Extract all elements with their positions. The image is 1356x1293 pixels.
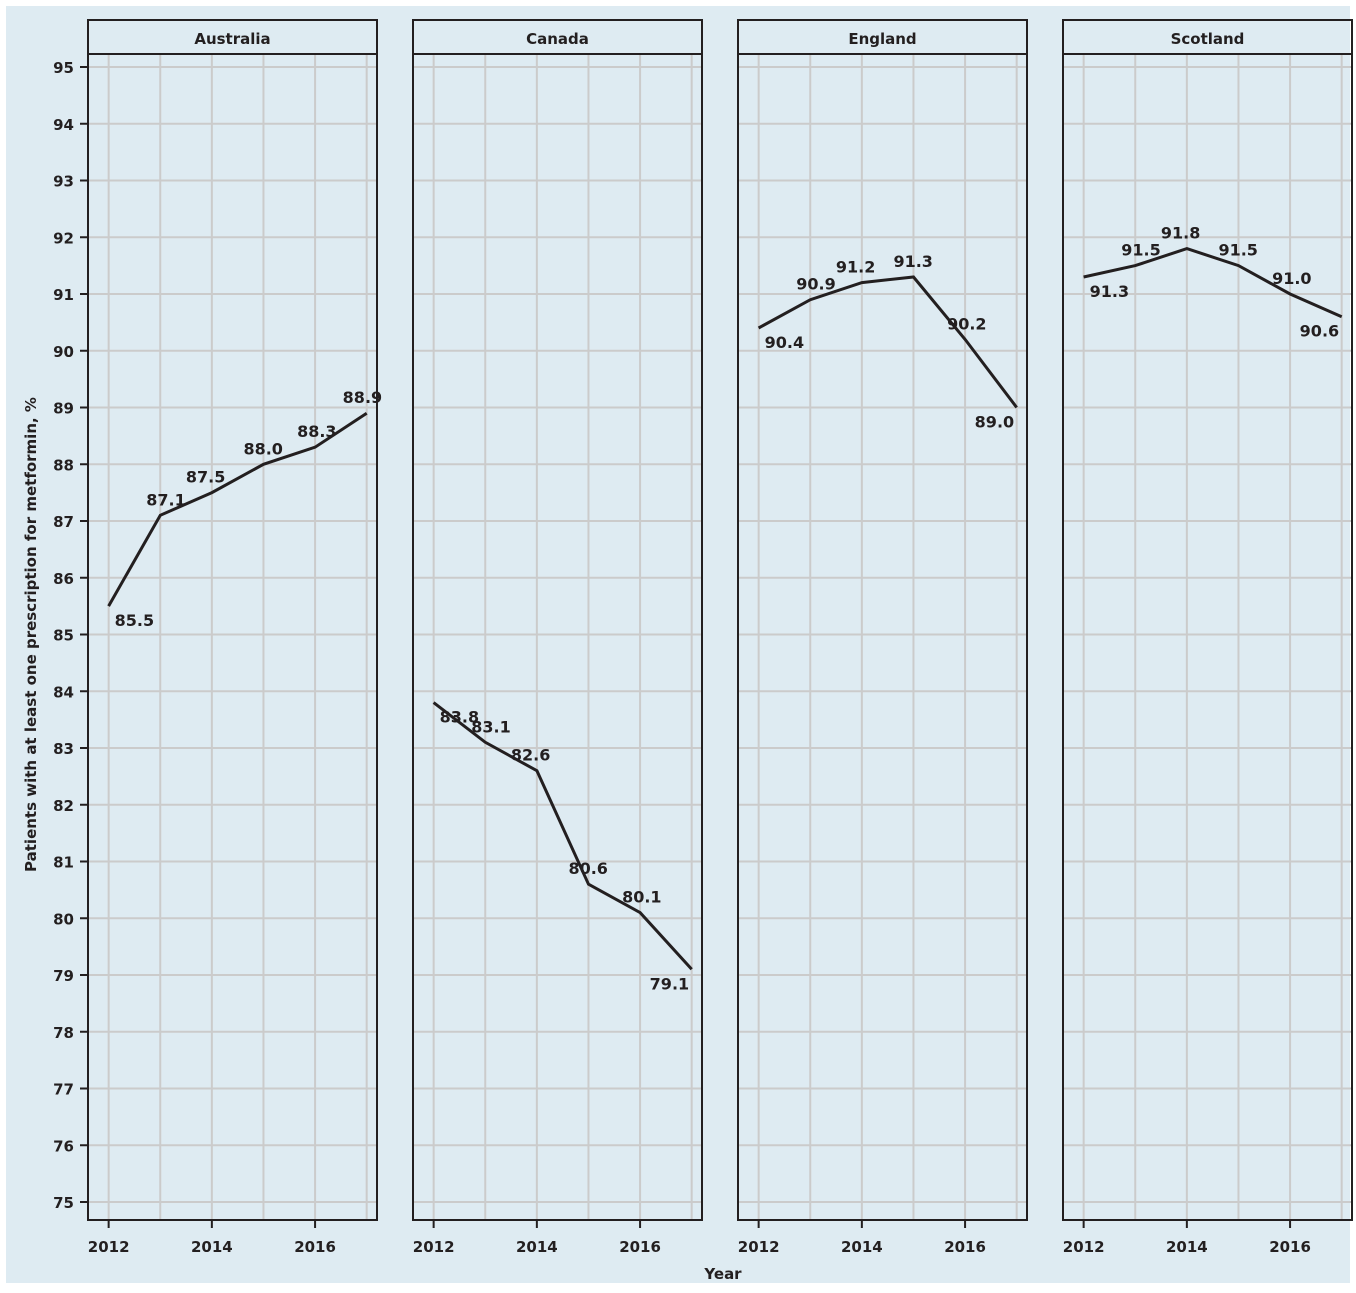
data-label-scotland-2013: 91.5 (1121, 241, 1160, 260)
panel-title-scotland: Scotland (1171, 30, 1245, 48)
y-tick-label-76: 76 (53, 1137, 74, 1155)
data-label-scotland-2012: 91.3 (1090, 282, 1129, 301)
y-tick-label-93: 93 (53, 173, 74, 191)
data-label-england-2012: 90.4 (765, 333, 804, 352)
data-label-scotland-2017: 90.6 (1300, 322, 1339, 341)
data-label-england-2014: 91.2 (836, 258, 875, 277)
y-axis-label: Patients with at least one prescription … (22, 397, 40, 872)
y-tick-label-88: 88 (53, 456, 74, 474)
y-tick-label-95: 95 (53, 59, 74, 77)
panel-title-australia: Australia (194, 30, 270, 48)
y-tick-label-94: 94 (53, 116, 74, 134)
data-label-scotland-2016: 91.0 (1272, 269, 1311, 288)
series-line-australia (107, 411, 368, 607)
x-tick-label-canada-2012: 2012 (413, 1238, 455, 1256)
x-tick-label-australia-2014: 2014 (191, 1238, 233, 1256)
y-tick-label-80: 80 (53, 910, 74, 928)
y-tick-label-81: 81 (53, 854, 74, 872)
panel-frame-england (737, 19, 1028, 1221)
data-label-australia-2017: 88.9 (343, 388, 382, 407)
y-tick-label-79: 79 (53, 967, 74, 985)
x-tick-label-scotland-2016: 2016 (1269, 1238, 1311, 1256)
x-tick-label-england-2016: 2016 (944, 1238, 986, 1256)
chart-background (6, 6, 1350, 1283)
panel-title-canada: Canada (526, 30, 589, 48)
data-label-scotland-2014: 91.8 (1161, 224, 1200, 243)
data-label-england-2013: 90.9 (796, 275, 835, 294)
data-label-canada-2015: 80.6 (568, 859, 607, 878)
panel-frame-scotland (1062, 19, 1353, 1221)
data-label-canada-2017: 79.1 (650, 974, 689, 993)
series-line-england (757, 275, 1018, 409)
series-line-scotland (1083, 247, 1343, 319)
y-tick-label-90: 90 (53, 343, 74, 361)
y-tick-label-85: 85 (53, 627, 74, 645)
x-tick-label-australia-2012: 2012 (88, 1238, 130, 1256)
y-tick-label-82: 82 (53, 797, 74, 815)
y-tick-label-91: 91 (53, 286, 74, 304)
y-tick-label-77: 77 (53, 1081, 74, 1099)
data-label-australia-2014: 87.5 (186, 468, 225, 487)
y-tick-label-86: 86 (53, 570, 74, 588)
y-tick-label-92: 92 (53, 229, 74, 247)
y-tick-label-75: 75 (53, 1194, 74, 1212)
x-tick-label-canada-2014: 2014 (516, 1238, 558, 1256)
data-label-canada-2012: 83.8 (440, 708, 479, 727)
x-tick-label-england-2014: 2014 (841, 1238, 883, 1256)
x-tick-label-canada-2016: 2016 (619, 1238, 661, 1256)
data-label-canada-2016: 80.1 (622, 888, 661, 907)
y-tick-label-78: 78 (53, 1024, 74, 1042)
data-label-england-2017: 89.0 (975, 413, 1014, 432)
data-label-australia-2012: 85.5 (115, 611, 154, 630)
y-tick-label-89: 89 (53, 400, 74, 418)
x-tick-label-australia-2016: 2016 (294, 1238, 336, 1256)
panel-frame-australia (87, 19, 378, 1221)
data-label-england-2015: 91.3 (893, 252, 932, 271)
y-tick-label-83: 83 (53, 740, 74, 758)
x-tick-label-england-2012: 2012 (738, 1238, 780, 1256)
data-label-canada-2013: 83.1 (471, 717, 510, 736)
data-label-australia-2016: 88.3 (297, 422, 336, 441)
y-tick-label-84: 84 (53, 683, 74, 701)
panel-frame-canada (412, 19, 703, 1221)
data-label-england-2016: 90.2 (947, 314, 986, 333)
series-line-canada (432, 701, 693, 971)
data-label-australia-2015: 88.0 (243, 439, 282, 458)
panel-title-england: England (848, 30, 916, 48)
y-tick-label-87: 87 (53, 513, 74, 531)
x-tick-label-scotland-2012: 2012 (1063, 1238, 1105, 1256)
data-label-canada-2014: 82.6 (511, 746, 550, 765)
data-label-australia-2013: 87.1 (146, 490, 185, 509)
data-label-scotland-2015: 91.5 (1218, 241, 1257, 260)
x-tick-label-scotland-2014: 2014 (1166, 1238, 1208, 1256)
x-axis-label: Year (703, 1265, 742, 1283)
